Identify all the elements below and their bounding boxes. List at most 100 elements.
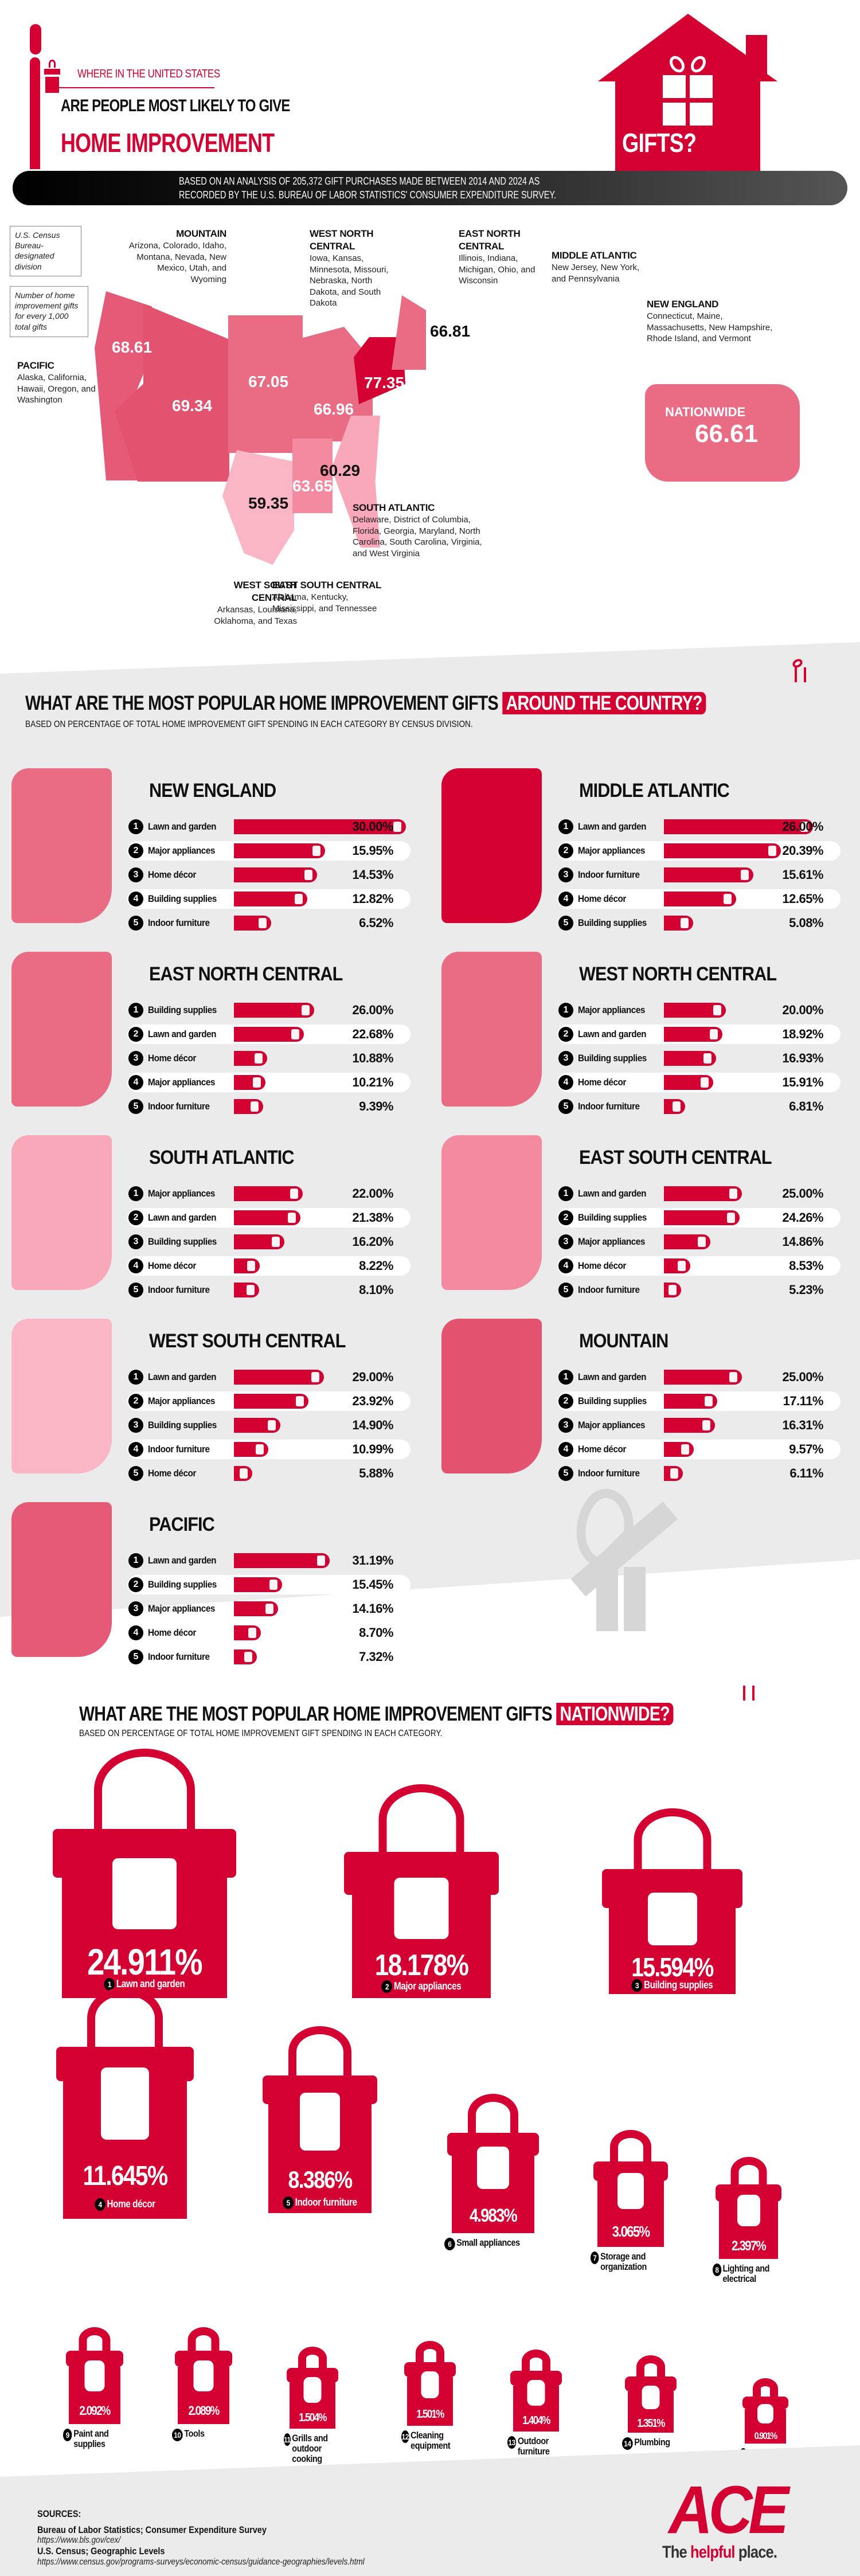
ranking-row: 3 Home décor 14.53% (127, 865, 411, 885)
category-label: Home décor (148, 1627, 196, 1638)
percentage-value: 9.57% (789, 1442, 823, 1456)
ranking-row: 1 Lawn and garden 29.00% (127, 1367, 411, 1387)
category-label: Home décor (578, 893, 626, 904)
percentage-bar (234, 1625, 261, 1640)
rank-badge: 4 (128, 1258, 143, 1273)
percentage-value: 8.10% (359, 1283, 393, 1297)
percentage-value: 25.00% (782, 1370, 823, 1384)
light-bulb-icon (737, 2195, 760, 2226)
rank-badge: 2 (558, 843, 573, 858)
ranking-row: 3 Major appliances 14.16% (127, 1599, 411, 1619)
header: WHERE IN THE UNITED STATES ARE PEOPLE MO… (0, 0, 860, 206)
person-body (30, 57, 40, 169)
percentage-value: 6.81% (789, 1099, 823, 1113)
value-pacific: 68.61 (112, 338, 153, 356)
region-map-shape (11, 1319, 112, 1473)
rank-badge: 2 (128, 1210, 143, 1225)
division-map: U.S. Census Bureau-designated division N… (0, 218, 860, 654)
gift-card: 0.901% (742, 2378, 788, 2444)
gift-label: 9 Paint and supplies (63, 2429, 131, 2449)
category-label: Major appliances (578, 1420, 645, 1430)
percentage-bar (664, 916, 693, 931)
region-card: EAST NORTH CENTRAL 1 Building supplies 2… (0, 940, 411, 1118)
percentage-value: 30.00% (352, 819, 393, 834)
percentage-value: 16.20% (352, 1234, 393, 1249)
category-label: Major appliances (148, 1188, 215, 1199)
header-subtitle: WHERE IN THE UNITED STATES (77, 68, 220, 80)
rank-badge: 2 (558, 1394, 573, 1409)
rank-badge: 1 (558, 1186, 573, 1201)
gift-percentage: 11.645% (83, 2161, 169, 2191)
ranking-row: 2 Major appliances 20.39% (557, 841, 841, 861)
rank-badge: 3 (128, 1601, 143, 1616)
gift-card: 2.089% (175, 2327, 232, 2424)
vase-mirror-icon (678, 1261, 686, 1271)
percentage-bar (234, 1234, 284, 1249)
gift-label: 7 Storage and organization (591, 2251, 674, 2272)
bow-icon (636, 2355, 665, 2379)
vase-mirror-icon (681, 1444, 689, 1455)
ranking-row: 3 Building supplies 16.20% (127, 1232, 411, 1252)
washing-machine-icon (394, 1878, 449, 1939)
bow-icon (416, 2341, 444, 2364)
ranking-row: 4 Major appliances 10.21% (127, 1073, 411, 1092)
label-mountain: MOUNTAIN Arizona, Colorado, Idaho, Montan… (128, 228, 226, 284)
category-label: Major appliances (148, 845, 215, 856)
percentage-value: 12.65% (782, 892, 823, 906)
gift-percentage: 3.065% (612, 2223, 650, 2240)
gift-lid (742, 2397, 788, 2409)
tile-pattern-icon (272, 1237, 280, 1247)
percentage-bar (664, 1075, 713, 1090)
percentage-value: 21.38% (352, 1210, 393, 1225)
nationwide-section: WHAT ARE THE MOST POPULAR HOME IMPROVEME… (0, 1680, 860, 2468)
washing-machine-icon (713, 1005, 721, 1015)
vase-mirror-icon (248, 1628, 256, 1638)
source1-url[interactable]: https://www.bls.gov/cex/ (37, 2535, 121, 2546)
category-label: Major appliances (578, 1004, 645, 1015)
percentage-bar (234, 1258, 260, 1273)
tile-pattern-icon (269, 1580, 277, 1590)
ranking-row: 2 Building supplies 15.45% (127, 1575, 411, 1594)
bow-icon (187, 2327, 220, 2353)
rank-badge: 3 (128, 1418, 143, 1433)
percentage-value: 12.82% (352, 892, 393, 906)
category-label: Home décor (148, 869, 196, 880)
armchair-icon (300, 2093, 340, 2151)
region-map-shape (11, 1135, 112, 1290)
percentage-value: 6.52% (359, 916, 393, 930)
ranking-row: 2 Building supplies 24.26% (557, 1208, 841, 1228)
percentage-bar (234, 1394, 308, 1409)
nationwide-label: NATIONWIDE (665, 405, 746, 419)
source2-url[interactable]: https://www.census.gov/programs-surveys/… (37, 2557, 365, 2567)
armchair-icon (669, 1285, 677, 1295)
percentage-value: 14.16% (352, 1601, 393, 1616)
gift-percentage: 1.404% (522, 2414, 550, 2427)
value-mountain: 69.34 (172, 397, 213, 415)
ranking-row: 5 Indoor furniture 6.11% (557, 1464, 841, 1483)
rank-badge: 3 (558, 1234, 573, 1249)
category-label: Lawn and garden (148, 1555, 217, 1566)
category-label: Lawn and garden (578, 1371, 647, 1382)
percentage-value: 29.00% (352, 1370, 393, 1384)
nationwide-value: 66.61 (695, 420, 759, 448)
gift-label: 1 Lawn and garden (67, 1978, 222, 1991)
bow-icon (634, 1808, 711, 1871)
lawn-mower-icon (317, 1555, 325, 1566)
ranking-row: 4 Home décor 8.22% (127, 1256, 411, 1276)
category-label: Home décor (578, 1260, 626, 1271)
category-label: Building supplies (148, 1420, 217, 1430)
gift-card: 3.065% (593, 2130, 668, 2247)
region-title: WEST SOUTH CENTRAL (149, 1330, 346, 1352)
lawn-mower-icon (729, 1189, 737, 1199)
rank-badge: 3 (558, 1051, 573, 1066)
category-label: Home décor (148, 1260, 196, 1271)
ranking-row: 3 Building supplies 14.90% (127, 1416, 411, 1435)
percentage-bar (664, 1003, 726, 1018)
percentage-bar (234, 1283, 259, 1297)
nationwide-subtitle: BASED ON PERCENTAGE OF TOTAL HOME IMPROV… (79, 1729, 443, 1738)
label-middle-atlantic: MIDDLE ATLANTIC New Jersey, New York, and… (552, 250, 640, 284)
bow-icon (298, 2347, 327, 2370)
bow-icon (87, 1987, 163, 2049)
rank-badge: 4 (558, 1258, 573, 1273)
tile-pattern-icon (647, 1893, 697, 1945)
